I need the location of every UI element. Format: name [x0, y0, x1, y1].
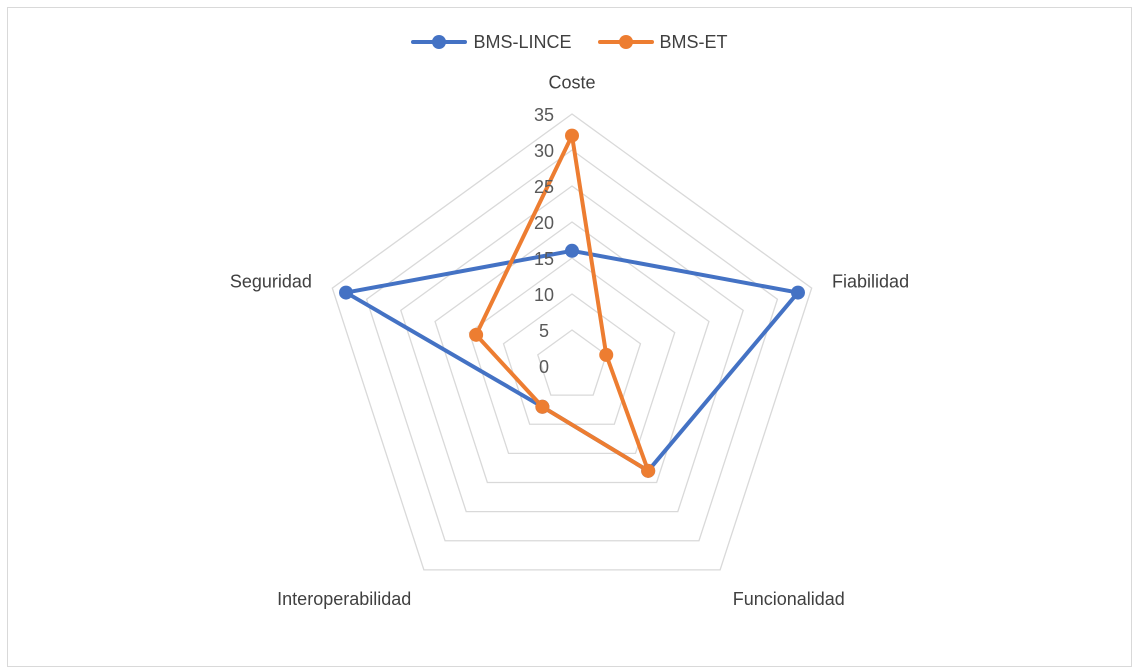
data-point-s1-1 — [599, 347, 614, 362]
data-point-s0-1 — [790, 285, 805, 300]
grid-ring-2 — [502, 293, 642, 425]
data-point-s1-2 — [641, 463, 656, 478]
category-label: Fiabilidad — [832, 272, 909, 292]
series-line-1 — [474, 133, 651, 473]
radial-tick-label: 35 — [534, 105, 554, 125]
legend-swatch-bms-et — [597, 34, 654, 50]
legend-item-bms-et: BMS-ET — [597, 31, 728, 53]
radial-tick-label: 5 — [539, 321, 549, 341]
category-label: Interoperabilidad — [277, 589, 411, 609]
category-label: Seguridad — [230, 272, 312, 292]
radial-tick-label: 20 — [534, 213, 554, 233]
data-point-s1-0 — [565, 128, 579, 143]
grid-ring-6 — [365, 149, 779, 542]
category-label: Coste — [548, 73, 595, 93]
grid-ring-1 — [536, 329, 608, 396]
radial-tick-label: 25 — [534, 177, 554, 197]
legend-swatch-bms-lince — [411, 34, 468, 50]
chart-area — [7, 7, 1132, 667]
grid-ring-5 — [400, 185, 744, 513]
data-point-s1-3 — [535, 399, 550, 414]
data-point-s0-0 — [565, 243, 579, 258]
legend-item-bms-lince: BMS-LINCE — [411, 31, 572, 53]
legend: BMS-LINCE BMS-ET — [0, 30, 1139, 54]
radial-tick-label: 30 — [534, 141, 554, 161]
radial-tick-label: 10 — [534, 285, 554, 305]
grid-ring-4 — [434, 221, 710, 484]
data-point-s0-4 — [339, 285, 354, 300]
category-label: Funcionalidad — [733, 589, 845, 609]
legend-label-bms-lince: BMS-LINCE — [473, 31, 572, 52]
grid-ring-3 — [468, 257, 676, 455]
radial-tick-label: 15 — [534, 249, 554, 269]
data-point-s1-4 — [469, 327, 484, 342]
radial-tick-label: 0 — [539, 357, 549, 377]
grid-ring-7 — [331, 113, 813, 571]
legend-label-bms-et: BMS-ET — [659, 31, 728, 52]
series-line-0 — [344, 248, 800, 473]
